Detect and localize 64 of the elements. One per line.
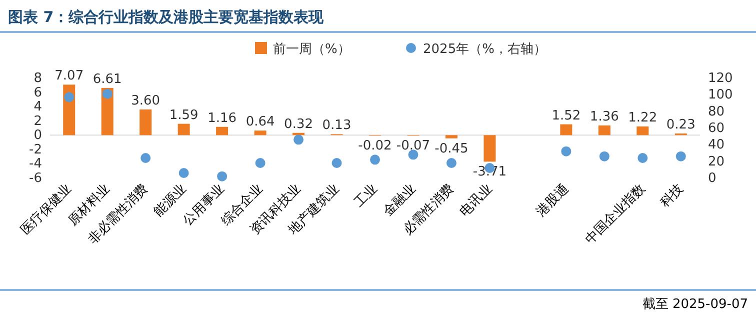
bar bbox=[140, 109, 152, 136]
x-tick-label: 电讯业 bbox=[457, 181, 496, 220]
point bbox=[255, 158, 266, 168]
y2-tick-label: 60 bbox=[708, 121, 725, 136]
x-tick-label: 港股通 bbox=[534, 181, 572, 220]
x-tick-label: 科技 bbox=[658, 181, 687, 210]
x-tick-label: 工业 bbox=[352, 181, 381, 210]
point bbox=[64, 92, 74, 102]
data-label: 7.07 bbox=[54, 68, 84, 84]
point bbox=[676, 151, 686, 162]
bar bbox=[178, 124, 190, 136]
y-tick-label: 8 bbox=[34, 71, 42, 86]
point bbox=[599, 151, 610, 162]
y2-tick-label: 20 bbox=[708, 154, 725, 170]
data-label: 0.13 bbox=[322, 118, 352, 134]
chart-title: 图表 7：综合行业指数及港股主要宽基指数表现 bbox=[8, 8, 325, 26]
bar bbox=[216, 126, 228, 136]
bar bbox=[636, 126, 649, 136]
data-label: -0.07 bbox=[396, 138, 430, 154]
point bbox=[217, 171, 228, 182]
y2-tick-label: 40 bbox=[708, 138, 725, 153]
y-tick-label: -6 bbox=[29, 171, 42, 186]
data-label: 1.52 bbox=[552, 108, 581, 124]
data-label: 1.16 bbox=[208, 110, 237, 126]
data-label: 0.23 bbox=[666, 118, 696, 132]
x-tick-label: 中国企业指数 bbox=[582, 181, 648, 248]
y-tick-label: 6 bbox=[34, 85, 42, 100]
point bbox=[408, 150, 418, 160]
data-label: -0.02 bbox=[358, 138, 392, 154]
y2-tick-label: 80 bbox=[708, 104, 725, 120]
data-label: 0.32 bbox=[284, 116, 314, 132]
data-label: 3.60 bbox=[131, 93, 160, 108]
point bbox=[178, 168, 189, 178]
bar bbox=[560, 124, 572, 136]
data-label: 1.59 bbox=[169, 108, 198, 123]
y2-tick-label: 0 bbox=[708, 171, 716, 186]
point bbox=[370, 154, 380, 165]
point bbox=[332, 158, 342, 168]
bar bbox=[445, 135, 458, 138]
y-tick-label: 2 bbox=[34, 114, 42, 129]
y-tick-label: 0 bbox=[34, 128, 42, 144]
y-tick-label: 4 bbox=[34, 100, 42, 115]
point bbox=[561, 146, 572, 156]
y2-tick-label: 120 bbox=[708, 71, 733, 86]
legend-label: 前一周（%） bbox=[273, 42, 350, 57]
bar bbox=[484, 135, 496, 162]
point bbox=[102, 88, 112, 99]
text: 截至 2025-09-07 bbox=[642, 297, 748, 312]
data-label: 1.36 bbox=[590, 109, 619, 124]
data-label: 1.22 bbox=[628, 110, 658, 126]
legend-label: 2025年（%，右轴） bbox=[423, 42, 546, 57]
y-tick-label: -4 bbox=[29, 156, 42, 172]
point bbox=[638, 153, 648, 163]
point bbox=[140, 153, 151, 163]
point bbox=[294, 134, 304, 145]
data-label: -3.71 bbox=[472, 164, 507, 180]
y-tick-label: -2 bbox=[29, 142, 42, 158]
bar bbox=[254, 130, 266, 136]
data-label: -0.45 bbox=[434, 141, 468, 156]
y2-tick-label: 100 bbox=[708, 88, 733, 103]
data-label: 0.64 bbox=[246, 114, 275, 130]
data-label: 6.61 bbox=[92, 72, 122, 87]
bar bbox=[598, 125, 610, 136]
point bbox=[446, 158, 456, 168]
